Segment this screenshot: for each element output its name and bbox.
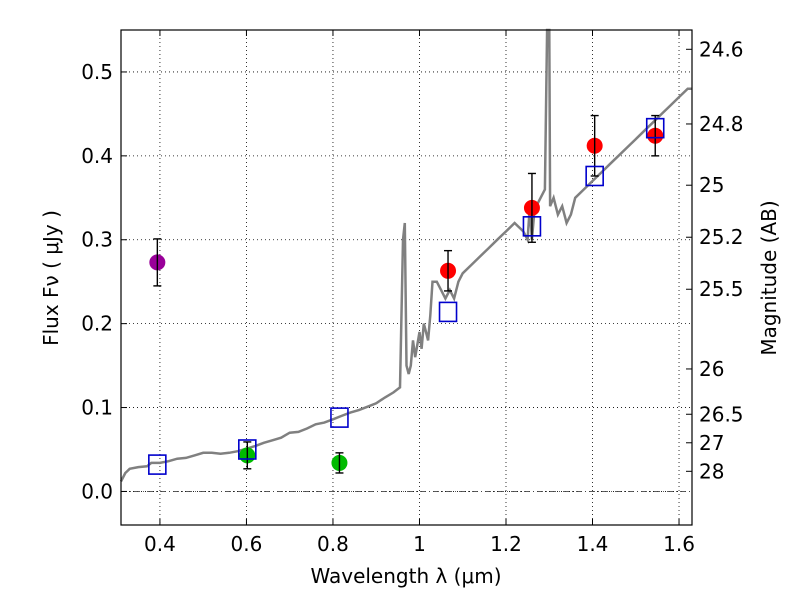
x-tick-label: 0.8: [317, 532, 349, 556]
y-tick-label: 0.2: [81, 312, 113, 336]
model-photometry-square: [438, 301, 458, 323]
model-photometry-square: [238, 439, 257, 460]
y2-tick-label: 26.5: [699, 402, 744, 426]
y2-axis-title: Magnitude (AB): [757, 200, 781, 355]
y2-tick-label: 24.8: [699, 112, 744, 136]
model-photometry-square: [330, 407, 349, 428]
y2-tick-label: 26: [699, 357, 724, 381]
x-tick-label: 1.6: [663, 532, 695, 556]
plot-frame: [120, 29, 693, 526]
model-photometry-square: [645, 117, 665, 139]
y-tick-label: 0.0: [81, 479, 113, 503]
y2-axis-ticks: 24.6 24.8 25 25.2 25.5 26 26.5 27 28: [686, 37, 744, 483]
y2-tick-label: 25.2: [699, 225, 744, 249]
x-tick-label: 1.2: [490, 532, 522, 556]
y2-tick-label: 24.6: [699, 37, 744, 61]
y2-tick-label: 25: [699, 173, 724, 197]
y-tick-label: 0.5: [81, 60, 113, 84]
model-photometry-square: [522, 216, 542, 237]
x-tick-label: 0.4: [144, 532, 176, 556]
model-photometry-square: [585, 165, 604, 187]
x-tick-label: 1: [413, 532, 426, 556]
y-tick-label: 0.1: [81, 396, 113, 420]
model-photometry-square: [148, 454, 167, 475]
y-tick-label: 0.3: [81, 228, 113, 252]
y-axis-ticks: 0.0 0.1 0.2 0.3 0.4 0.5: [81, 60, 127, 503]
model-spectrum-line: [119, 28, 692, 482]
y-axis-title: Flux Fν ( μJy ): [39, 210, 63, 346]
x-tick-label: 1.4: [577, 532, 609, 556]
y2-tick-label: 25.5: [699, 277, 744, 301]
x-axis-ticks: 0.4 0.6 0.8 1 1.2 1.4 1.6: [144, 30, 695, 556]
x-tick-label: 0.6: [231, 532, 263, 556]
y2-tick-label: 27: [699, 431, 724, 455]
x-axis-title: Wavelength λ (μm): [310, 564, 501, 588]
data-points: [148, 114, 665, 475]
y-tick-label: 0.4: [81, 144, 113, 168]
y2-tick-label: 28: [699, 459, 724, 483]
